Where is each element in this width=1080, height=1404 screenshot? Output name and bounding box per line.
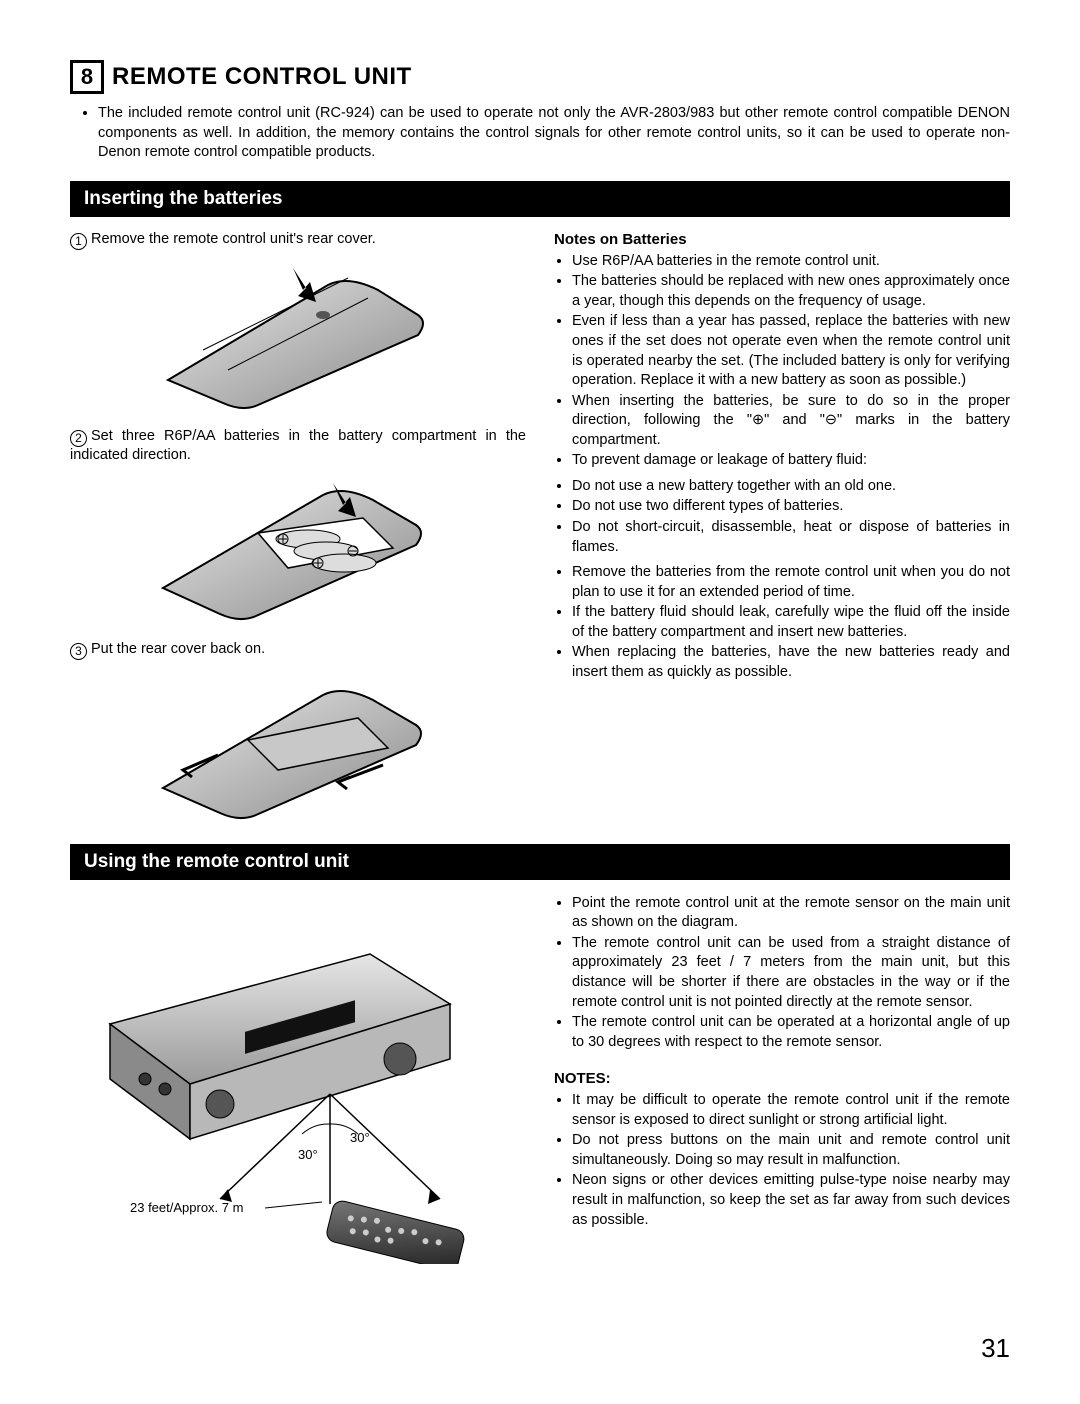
step-3: 3Put the rear cover back on. xyxy=(70,641,526,660)
receiver-diagram: 30° 30° 23 feet/Approx. 7 m xyxy=(70,914,480,1264)
using-text-column: Point the remote control unit at the rem… xyxy=(554,894,1010,1264)
battery-subnote: Do not use a new battery together with a… xyxy=(572,477,1010,497)
angle-label-2: 30° xyxy=(298,1147,318,1162)
notes-on-batteries-title: Notes on Batteries xyxy=(554,231,1010,248)
step-1-text: Remove the remote control unit's rear co… xyxy=(91,231,376,247)
battery-note: The batteries should be replaced with ne… xyxy=(572,272,1010,311)
battery-note: When inserting the batteries, be sure to… xyxy=(572,392,1010,451)
step-2: 2Set three R6P/AA batteries in the batte… xyxy=(70,428,526,463)
using-note: Neon signs or other devices emitting pul… xyxy=(572,1171,1010,1230)
step-number-1: 1 xyxy=(70,233,87,250)
section-number: 8 xyxy=(70,60,104,94)
using-note: Do not press buttons on the main unit an… xyxy=(572,1131,1010,1170)
page-number: 31 xyxy=(981,1333,1010,1364)
battery-subnotes-list: Do not use a new battery together with a… xyxy=(554,477,1010,557)
battery-note: If the battery fluid should leak, carefu… xyxy=(572,603,1010,642)
battery-note: Use R6P/AA batteries in the remote contr… xyxy=(572,252,1010,272)
battery-note: To prevent damage or leakage of battery … xyxy=(572,451,1010,471)
step-2-text: Set three R6P/AA batteries in the batter… xyxy=(70,428,526,463)
battery-note: Even if less than a year has passed, rep… xyxy=(572,312,1010,390)
using-bullets: Point the remote control unit at the rem… xyxy=(554,894,1010,1053)
battery-subnote: Do not short-circuit, disassemble, heat … xyxy=(572,518,1010,557)
battery-notes-list: Use R6P/AA batteries in the remote contr… xyxy=(554,252,1010,471)
subheader-using: Using the remote control unit xyxy=(70,844,1010,880)
battery-notes-column: Notes on Batteries Use R6P/AA batteries … xyxy=(554,231,1010,838)
distance-label: 23 feet/Approx. 7 m xyxy=(130,1200,243,1215)
diagram-replace-cover xyxy=(148,670,448,820)
using-diagram-column: 30° 30° 23 feet/Approx. 7 m xyxy=(70,894,526,1264)
diagram-remove-cover xyxy=(148,260,448,410)
using-notes-list: It may be difficult to operate the remot… xyxy=(554,1091,1010,1230)
step-1: 1Remove the remote control unit's rear c… xyxy=(70,231,526,250)
diagram-insert-batteries xyxy=(148,473,448,623)
battery-notes-list-2: Remove the batteries from the remote con… xyxy=(554,563,1010,682)
battery-note: When replacing the batteries, have the n… xyxy=(572,643,1010,682)
step-number-3: 3 xyxy=(70,643,87,660)
intro-bullet: The included remote control unit (RC-924… xyxy=(98,104,1010,163)
using-note: It may be difficult to operate the remot… xyxy=(572,1091,1010,1130)
using-bullet: The remote control unit can be operated … xyxy=(572,1013,1010,1052)
step-3-text: Put the rear cover back on. xyxy=(91,641,265,657)
intro-text: The included remote control unit (RC-924… xyxy=(98,104,1010,163)
angle-label-1: 30° xyxy=(350,1130,370,1145)
battery-note: Remove the batteries from the remote con… xyxy=(572,563,1010,602)
battery-subnote: Do not use two different types of batter… xyxy=(572,497,1010,517)
steps-column: 1Remove the remote control unit's rear c… xyxy=(70,231,526,838)
using-notes-title: NOTES: xyxy=(554,1070,1010,1087)
using-bullet: Point the remote control unit at the rem… xyxy=(572,894,1010,933)
subheader-inserting: Inserting the batteries xyxy=(70,181,1010,217)
step-number-2: 2 xyxy=(70,430,87,447)
using-bullet: The remote control unit can be used from… xyxy=(572,934,1010,1012)
section-title: REMOTE CONTROL UNIT xyxy=(112,63,412,91)
section-header: 8 REMOTE CONTROL UNIT xyxy=(70,60,1010,94)
